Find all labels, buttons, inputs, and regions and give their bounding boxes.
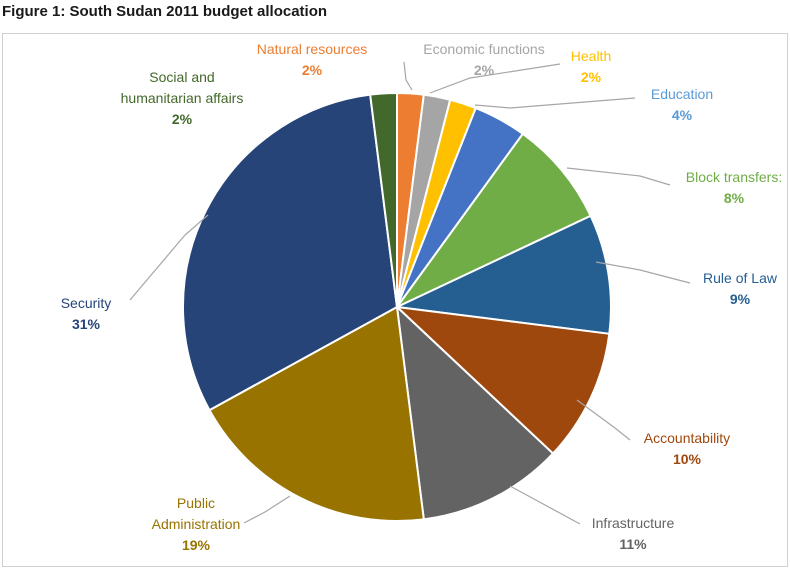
slice-label-text: Security: [61, 295, 112, 311]
slice-label-rule-of-law: Rule of Law 9%: [703, 270, 778, 307]
slice-label-security: Security 31%: [61, 295, 112, 332]
slice-label-text: Education: [651, 86, 713, 102]
slice-percent-label: 4%: [672, 107, 693, 123]
leader-line: [474, 97, 636, 109]
leader-line: [576, 399, 631, 441]
slice-percent-label: 2%: [172, 111, 193, 127]
slice-label-text: Natural resources: [257, 41, 368, 57]
slice-label-text: Social and: [149, 69, 214, 85]
slice-label-text: Public: [177, 495, 215, 511]
slice-label-text: Rule of Law: [703, 270, 778, 286]
slice-percent-label: 31%: [72, 316, 101, 332]
slice-label-economic-functions: Economic functions 2%: [423, 41, 544, 78]
leader-line: [509, 485, 581, 525]
pie-slice-public-administration: [208, 305, 425, 522]
slice-label-infrastructure: Infrastructure 11%: [592, 515, 675, 552]
slice-label-natural-resources: Natural resources 2%: [257, 41, 368, 78]
slice-label-text: Economic functions: [423, 41, 544, 57]
slice-label-text: Block transfers:: [686, 169, 782, 185]
chart-frame: [2, 33, 788, 567]
figure-title: Figure 1: South Sudan 2011 budget alloca…: [2, 3, 328, 20]
pie-slices: [181, 91, 612, 522]
pie-slice-social-and-humanitarian-affairs: [369, 91, 398, 308]
slice-label-text: Infrastructure: [592, 515, 675, 531]
leader-line: [129, 214, 209, 301]
leader-line: [403, 61, 413, 91]
slice-label-accountability: Accountability 10%: [644, 430, 730, 467]
slice-label-social-and-humanitarian-affairs: Social and humanitarian affairs 2%: [121, 69, 244, 127]
pie-slice-accountability: [394, 305, 611, 455]
slice-label-text: Health: [571, 48, 611, 64]
slice-label-education: Education 4%: [651, 86, 713, 123]
slice-percent-label: 2%: [474, 62, 495, 78]
slice-percent-label: 10%: [673, 451, 702, 467]
pie-slice-rule-of-law: [393, 214, 612, 335]
slice-percent-label: 9%: [730, 291, 751, 307]
leader-line: [429, 63, 561, 94]
pie-slice-infrastructure: [395, 304, 555, 521]
leader-line: [243, 495, 291, 524]
slice-label-text: Administration: [152, 516, 241, 532]
slice-label-public-administration: Public Administration 19%: [152, 495, 241, 553]
pie-slice-security: [181, 93, 399, 412]
leader-line: [595, 261, 691, 284]
slice-label-block-transfers: Block transfers: 8%: [686, 169, 782, 206]
slice-percent-label: 11%: [619, 536, 647, 552]
pie-slice-block-transfers: [396, 132, 592, 308]
slice-percent-label: 8%: [724, 190, 745, 206]
leader-lines: [129, 61, 691, 525]
slice-label-text: Accountability: [644, 430, 730, 446]
slice-label-health: Health 2%: [571, 48, 611, 85]
leader-line: [566, 167, 671, 186]
slice-percent-label: 19%: [182, 537, 211, 553]
slice-percent-label: 2%: [581, 69, 602, 85]
slice-label-text: humanitarian affairs: [121, 90, 244, 106]
slice-percent-label: 2%: [302, 62, 323, 78]
